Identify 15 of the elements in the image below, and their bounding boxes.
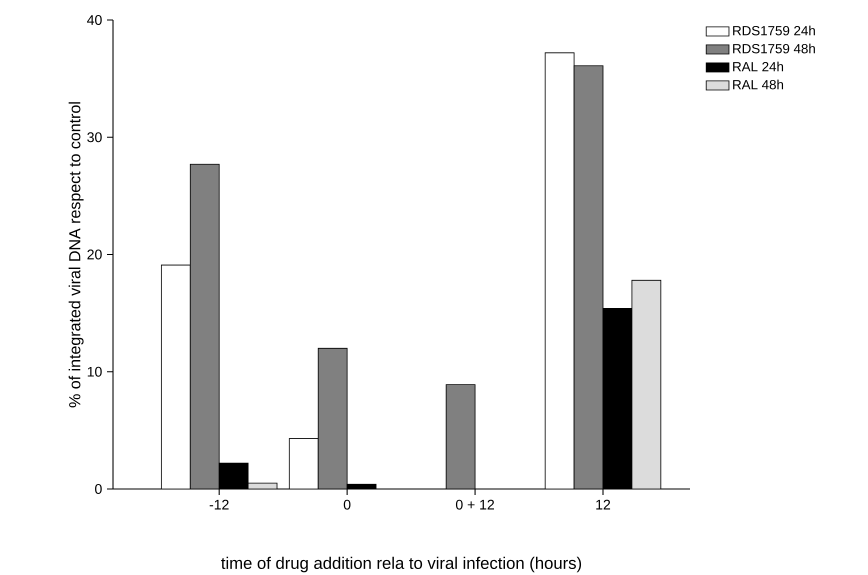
y-tick-label: 10 (88, 366, 102, 377)
y-axis-title: % of integrated viral DNA respect to control (68, 102, 84, 408)
legend-label: RAL 24h (733, 62, 784, 72)
legend-label: RDS1759 48h (733, 44, 815, 54)
legend-label: RAL 48h (733, 80, 784, 90)
x-tick-label: 0 (344, 500, 350, 510)
y-tick-label: 20 (87, 250, 102, 260)
legend-label: RDS1759 24h (733, 26, 815, 36)
x-tick-label: 12 (596, 500, 610, 510)
y-tick-label: 40 (87, 15, 102, 25)
y-tick-label: 0 (95, 484, 102, 494)
y-tick-label: 30 (87, 132, 102, 142)
x-axis-title: time of drug addition rela to viral infection (hours) (221, 556, 582, 572)
x-tick-label: -12 (210, 500, 229, 510)
x-tick-label: 0 + 12 (456, 500, 494, 510)
